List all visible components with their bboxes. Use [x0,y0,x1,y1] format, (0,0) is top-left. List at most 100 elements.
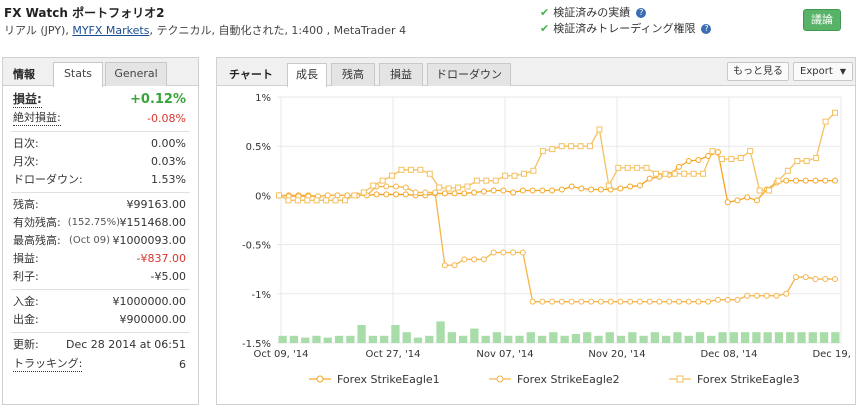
data-point [763,292,770,299]
data-point [294,197,301,204]
data-point [822,276,829,283]
help-icon[interactable]: ? [636,8,647,18]
volume-bar [786,332,795,343]
data-point [285,197,292,204]
data-point [324,192,331,199]
updated-value: Dec 28 2014 at 06:51 [65,338,186,351]
data-point [685,298,692,305]
volume-bar [425,335,434,343]
data-point [422,189,429,196]
volume-bar [549,332,558,343]
balance-value: ¥99163.00 [126,198,187,211]
data-point [709,148,716,155]
tab-drawdown[interactable]: ドローダウン [427,63,511,86]
data-point [624,164,631,171]
discuss-button[interactable]: 議論 [803,9,841,31]
data-point [451,262,458,269]
volume-bar [831,332,840,343]
data-point [724,296,731,303]
volume-bar [301,337,310,343]
volume-bar [763,332,772,343]
data-point [832,177,838,184]
tracking-label[interactable]: トラッキング: [13,357,83,372]
legend-label: Forex StrikeEagle3 [697,373,800,386]
data-point [451,190,458,197]
volume-bar [413,337,423,343]
data-point [695,156,702,163]
data-point [617,298,624,305]
data-point [402,191,409,198]
data-point [734,197,741,204]
tab-balance[interactable]: 残高 [331,63,375,86]
data-point [351,192,358,199]
data-point [558,143,565,150]
volume-bar [380,335,389,343]
volume-bar [797,332,806,343]
tab-stats[interactable]: Stats [53,62,103,87]
account-subtitle-prefix: リアル (JPY), [4,24,73,37]
y-tick-label: 0.5% [246,142,271,153]
data-point [652,170,659,177]
tab-profit[interactable]: 損益 [379,63,423,86]
volume-bar [526,332,535,343]
data-point [549,146,556,153]
volume-bar [357,325,366,343]
volume-bar [729,332,738,343]
daily-label: 日次: [13,137,39,150]
data-point [784,167,791,174]
gain-label: 損益: [13,92,42,108]
deposits-label: 入金: [13,295,39,308]
data-point [737,155,744,162]
interest-label: 利子: [13,270,39,283]
interest-value: -¥5.00 [150,270,186,283]
volume-bar [458,335,468,343]
export-button[interactable]: Export ▼ [793,62,853,81]
data-point [636,182,643,189]
broker-link[interactable]: MYFX Markets [72,24,150,37]
volume-bar [594,335,603,343]
data-point [596,126,603,133]
data-point [597,298,604,305]
legend-label: Forex StrikeEagle2 [517,373,620,386]
data-point [519,187,526,194]
data-point [471,256,478,263]
data-point [724,199,731,206]
series-line [278,112,836,201]
tab-growth[interactable]: 成長 [287,63,327,87]
volume-bar [808,332,817,343]
x-tick-label: Nov 07, '14 [476,349,533,360]
data-point [360,189,367,196]
volume-bar [740,332,750,343]
data-point [471,189,478,196]
data-point [783,290,790,297]
series-line [279,151,835,204]
tab-general[interactable]: General [105,62,167,86]
divider [11,131,190,132]
equity-label: 有効残高: [13,216,61,229]
data-point [502,172,509,179]
data-point [766,187,773,194]
help-icon[interactable]: ? [701,24,712,34]
data-point [627,183,634,190]
info-panel: 情報 Stats General 損益: +0.12% 絶対損益: -0.08%… [2,57,199,405]
verified-trading-privileges-label: 検証済みトレーディング権限 [553,22,696,35]
data-point [792,177,799,184]
account-subtitle: リアル (JPY), MYFX Markets, テクニカル, 自動化された, … [4,22,406,38]
data-point [530,167,537,174]
data-point [558,298,565,305]
data-point [313,197,320,204]
x-tick-label: Oct 27, '14 [365,349,420,360]
divider [11,332,190,333]
interest-row: 利子: -¥5.00 [11,268,190,286]
verified-track-record-label: 検証済みの実績 [553,6,631,19]
volume-bar [504,335,513,343]
data-point [656,298,663,305]
divider [11,289,190,290]
more-button[interactable]: もっと見る [727,62,789,81]
data-point [402,184,409,191]
data-point [605,182,612,189]
data-point [662,170,669,177]
x-tick-label: Nov 20, '14 [588,349,645,360]
volume-bar [774,332,784,343]
data-point [714,296,721,303]
